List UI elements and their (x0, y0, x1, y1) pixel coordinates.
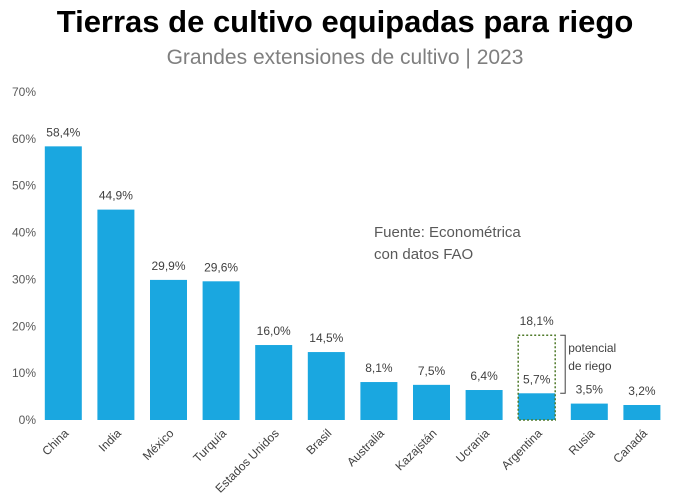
potential-bracket (560, 334, 566, 394)
category-label: India (96, 426, 125, 455)
data-label: 3,2% (628, 384, 656, 398)
data-label: 29,9% (151, 259, 185, 273)
data-label: 29,6% (204, 260, 238, 274)
y-tick-label: 60% (12, 132, 36, 146)
data-label: 6,4% (470, 369, 498, 383)
bar (150, 279, 187, 420)
category-label: China (39, 426, 71, 458)
data-label: 16,0% (257, 324, 291, 338)
y-tick-label: 30% (12, 272, 36, 286)
bar (255, 345, 293, 420)
bar (44, 146, 82, 420)
potential-outline (517, 334, 556, 421)
bar (623, 405, 661, 420)
y-tick-label: 50% (12, 179, 36, 193)
bar (360, 382, 398, 420)
category-label: Argentina (499, 426, 545, 472)
y-tick-label: 70% (12, 85, 36, 99)
source-note-line2: con datos FAO (374, 246, 473, 263)
chart-title: Tierras de cultivo equipadas para riego (56, 4, 634, 39)
bars (44, 146, 661, 420)
potential-label: 18,1% (520, 314, 554, 328)
category-label: Turquía (190, 426, 229, 465)
y-tick-label: 0% (19, 413, 37, 427)
data-labels: 58,4% 44,9% 29,9% 29,6% 16,0% 14,5% 8,1% 7,5% 6,… (46, 125, 656, 398)
chart-subtitle: Grandes extensiones de cultivo | 2023 (166, 46, 524, 69)
bar (465, 390, 503, 420)
bar (413, 384, 450, 420)
data-label: 58,4% (46, 125, 80, 139)
category-label: Canadá (610, 426, 650, 466)
data-label: 14,5% (309, 331, 343, 345)
y-tick-label: 40% (12, 226, 36, 240)
category-label: Australia (344, 426, 387, 469)
bar (518, 393, 556, 420)
data-label: 3,5% (576, 383, 604, 397)
potential-annotation: 18,1% potencial de riego (517, 314, 616, 421)
data-label: 44,9% (99, 189, 133, 203)
category-label: Rusia (566, 426, 598, 458)
bar (307, 352, 345, 420)
category-label: Brasil (303, 426, 334, 457)
data-label: 8,1% (365, 361, 393, 375)
potential-note-line2: de riego (568, 359, 612, 373)
category-label: Ucrania (453, 426, 492, 465)
bar (97, 209, 135, 420)
data-label: 5,7% (523, 372, 551, 386)
source-note-line1: Fuente: Econométrica (374, 224, 521, 241)
category-label: México (140, 426, 177, 463)
bar (202, 281, 240, 420)
y-tick-label: 20% (12, 319, 36, 333)
y-tick-label: 10% (12, 366, 36, 380)
category-label: Kazajstán (392, 426, 439, 473)
data-label: 7,5% (418, 364, 446, 378)
potential-note-line1: potencial (568, 341, 616, 355)
y-axis: 0% 10% 20% 30% 40% 50% 60% 70% (12, 85, 36, 427)
bar (570, 403, 608, 420)
